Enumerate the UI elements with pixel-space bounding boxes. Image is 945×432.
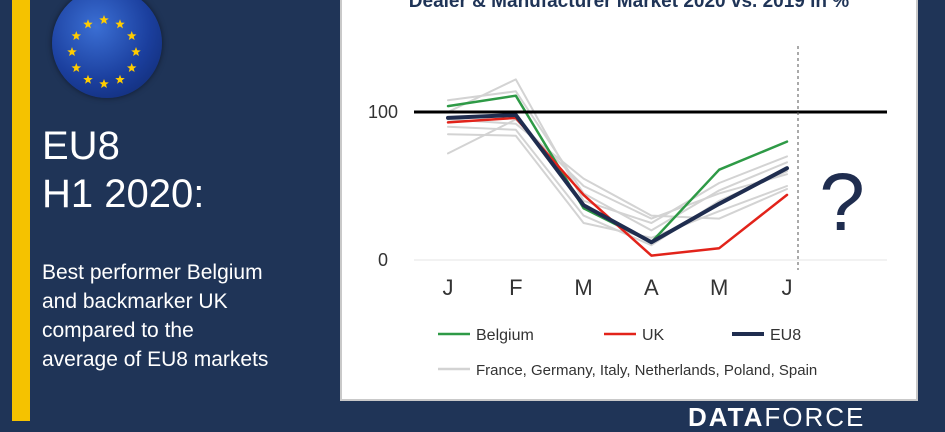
series-line-other bbox=[447, 118, 788, 220]
chart-panel: Dealer & Manufacturer Market 2020 vs. 20… bbox=[340, 0, 918, 401]
series-line-eu8 bbox=[446, 113, 789, 245]
flag-star bbox=[67, 47, 77, 57]
summary-line-2: and backmarker UK bbox=[42, 290, 228, 313]
flag-star bbox=[99, 15, 109, 25]
brand-bold: DATA bbox=[688, 402, 765, 432]
series-line-other bbox=[447, 125, 788, 247]
y-tick-label: 100 bbox=[368, 102, 398, 122]
legend-label-eu8: EU8 bbox=[770, 327, 801, 344]
flag-star bbox=[131, 47, 141, 57]
summary-line-3: compared to the bbox=[42, 319, 194, 342]
x-tick-label: J bbox=[782, 275, 793, 300]
headline: EU8 H1 2020: bbox=[42, 122, 204, 218]
x-tick-label: A bbox=[644, 275, 659, 300]
x-tick-label: M bbox=[710, 275, 728, 300]
flag-star bbox=[115, 74, 125, 84]
summary-line-4: average of EU8 markets bbox=[42, 348, 269, 371]
flag-star bbox=[99, 79, 109, 89]
line-chart: Dealer & Manufacturer Market 2020 vs. 20… bbox=[368, 0, 887, 379]
y-tick-label: 0 bbox=[378, 250, 388, 270]
summary-line-1: Best performer Belgium bbox=[42, 261, 263, 284]
summary-text: Best performer Belgium and backmarker UK… bbox=[42, 258, 334, 374]
eu-flag-icon bbox=[52, 0, 162, 98]
flag-star bbox=[83, 74, 93, 84]
brand-logo: DATAFORCE bbox=[688, 404, 865, 430]
legend-label-belgium: Belgium bbox=[476, 327, 534, 344]
flag-star bbox=[83, 19, 93, 29]
accent-bar bbox=[12, 0, 30, 421]
series-line-other bbox=[447, 118, 788, 220]
flag-star bbox=[71, 31, 82, 41]
series-line-uk bbox=[446, 116, 789, 257]
x-tick-label: M bbox=[574, 275, 592, 300]
flag-star bbox=[71, 63, 82, 73]
headline-line-1: EU8 bbox=[42, 124, 120, 168]
headline-line-2: H1 2020: bbox=[42, 172, 205, 216]
x-tick-label: J bbox=[443, 275, 454, 300]
flag-star bbox=[126, 63, 137, 73]
chart-title: Dealer & Manufacturer Market 2020 vs. 20… bbox=[409, 0, 849, 12]
series-line-other bbox=[447, 133, 788, 239]
series-line-other bbox=[447, 78, 788, 224]
x-tick-label: F bbox=[509, 275, 522, 300]
legend-label-uk: UK bbox=[642, 327, 665, 344]
legend-label-others: France, Germany, Italy, Netherlands, Pol… bbox=[476, 362, 817, 379]
flag-star bbox=[126, 31, 137, 41]
brand-light: FORCE bbox=[764, 402, 866, 432]
unknown-marker: ? bbox=[819, 157, 865, 248]
flag-star bbox=[115, 19, 125, 29]
